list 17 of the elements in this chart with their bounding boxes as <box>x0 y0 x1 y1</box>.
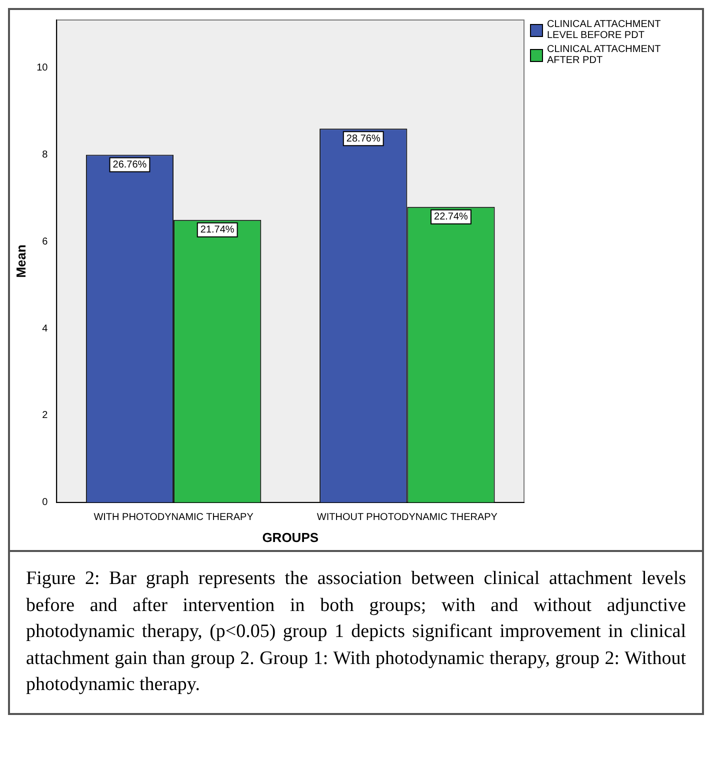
x-tick-label: WITHOUT PHOTODYNAMIC THERAPY <box>316 512 498 524</box>
annotation: 22.74% <box>434 212 468 223</box>
caption: Figure 2: Bar graph represents the association between clinical attachment levels before and after intervention in both groups; with and without adjunctive photodynamic therapy, (p<0.05) group 1 depicts significant improvement in clinical attachment gain than group 2. Group 1: With photodynamic therapy, group 2: Without photodynamic therapy. <box>26 567 686 698</box>
y-tick-label: 0 <box>42 497 48 508</box>
annotation: 28.76% <box>346 133 380 144</box>
y-tick-label: 4 <box>42 323 48 334</box>
annotation: 26.76% <box>112 159 147 170</box>
legend-label: CLINICAL ATTACHMENT AFTER PDT <box>547 44 662 66</box>
legend-label: CLINICAL ATTACHMENT LEVEL BEFORE PDT <box>547 19 662 41</box>
x-tick-label: WITH PHOTODYNAMIC THERAPY <box>94 512 254 524</box>
y-axis-title: Mean <box>13 244 28 278</box>
y-tick-label: 2 <box>42 410 48 422</box>
x-axis-title: GROUPS <box>262 530 319 545</box>
y-tick-label: 8 <box>42 149 48 160</box>
annotation: 21.74% <box>200 224 234 236</box>
y-tick-label: 10 <box>36 62 48 74</box>
y-tick-label: 6 <box>42 236 48 248</box>
